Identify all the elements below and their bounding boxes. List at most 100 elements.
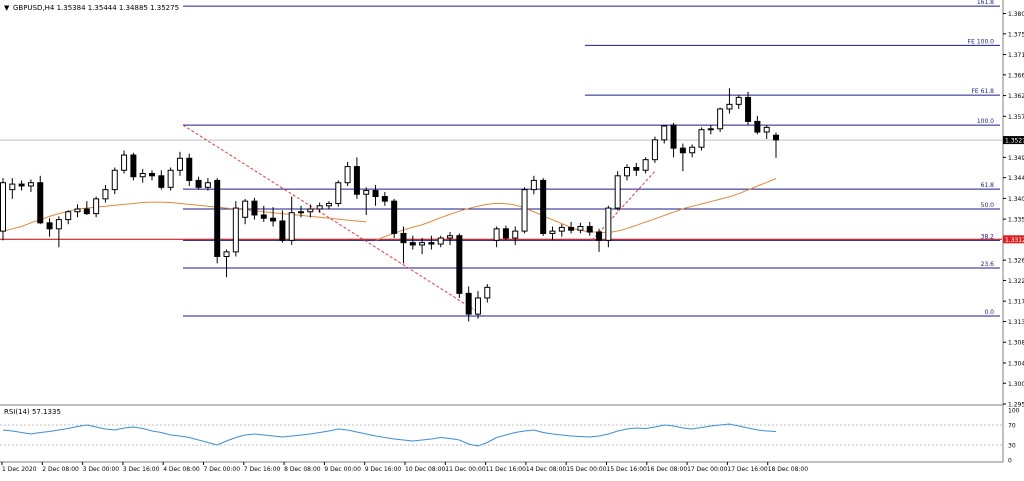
time-tick-label: 3 Dec 00:00 — [83, 466, 120, 473]
price-tick-label: 1.34460 — [1008, 175, 1024, 182]
candle-body — [167, 169, 174, 188]
time-tick-label: 9 Dec 00:00 — [324, 466, 361, 473]
time-axis[interactable]: 1 Dec 2020 2 Dec 08:00 3 Dec 00:00 3 Dec 16… — [1, 462, 808, 473]
candle-body — [689, 146, 696, 154]
rsi-panel: 100 70 30 0 — [0, 408, 1020, 465]
candle-body — [204, 182, 211, 188]
time-tick-label: 10 Dec 08:00 — [405, 466, 446, 473]
current-price-label: 1.35275 — [1005, 138, 1024, 145]
candle-body — [381, 196, 388, 202]
price-tick-label: 1.35790 — [1008, 114, 1024, 121]
candle-body — [18, 183, 25, 187]
candle-body — [111, 169, 118, 191]
candle-body — [633, 167, 640, 171]
candle-body — [223, 251, 230, 257]
fib-level-label: 100.0 — [977, 118, 994, 125]
candle-body — [735, 96, 742, 105]
time-tick-label: 3 Dec 16:00 — [123, 466, 160, 473]
candle-body — [623, 167, 630, 177]
rsi-scale-label: 100 — [1008, 408, 1020, 415]
candle-body — [251, 200, 258, 216]
candle-body — [195, 179, 202, 188]
time-tick-label: 16 Dec 08:00 — [647, 466, 688, 473]
fib-level-label: FE 61.8 — [971, 88, 994, 95]
ma-line-left — [2, 201, 367, 232]
dropdown-icon[interactable]: ▼ — [4, 4, 10, 12]
candle-body — [242, 200, 249, 218]
price-tick-label: 1.34900 — [1008, 155, 1024, 162]
candle-body — [391, 200, 398, 234]
candle-body — [651, 139, 658, 161]
rsi-label: RSI(14) 57.1335 — [4, 408, 61, 416]
fib-level-label: 0.0 — [984, 309, 994, 316]
candle-body — [577, 226, 584, 231]
candle-body — [437, 237, 444, 245]
candle-body — [9, 183, 16, 191]
fib-level-label: 161.8 — [977, 0, 994, 6]
candle-body — [288, 212, 295, 241]
candle-body — [679, 147, 686, 154]
fib-level-label: 61.8 — [981, 182, 995, 189]
price-tick-label: 1.29550 — [1008, 402, 1024, 409]
moving-average-line — [2, 178, 777, 241]
candle-body — [540, 179, 547, 234]
price-tick-label: 1.30000 — [1008, 381, 1024, 388]
candle-body — [456, 235, 463, 294]
candle-body — [83, 208, 90, 215]
candle-body — [419, 242, 426, 246]
candle-body — [642, 159, 649, 171]
fib-trend-line-up — [591, 170, 656, 241]
price-tick-label: 1.37580 — [1008, 31, 1024, 38]
candle-body — [726, 103, 733, 110]
candle-body — [502, 228, 509, 239]
candle-body — [447, 235, 454, 239]
price-tick-label: 1.38020 — [1008, 11, 1024, 18]
red-price-box — [1003, 235, 1024, 244]
candle-body — [773, 134, 779, 141]
candle-body — [698, 129, 705, 148]
candle-body — [102, 189, 109, 200]
candle-body — [372, 190, 379, 198]
candle-body — [46, 222, 53, 230]
time-tick-label: 15 Dec 16:00 — [607, 466, 648, 473]
time-tick-label: 2 Dec 08:00 — [42, 466, 79, 473]
candle-body — [158, 175, 165, 188]
candle-body — [27, 182, 34, 187]
red-price-label: 1.33123 — [1005, 237, 1024, 244]
time-tick-label: 7 Dec 16:00 — [244, 466, 281, 473]
time-tick-label: 11 Dec 00:00 — [445, 466, 486, 473]
price-tick-label: 1.34010 — [1008, 196, 1024, 203]
fib-level-label: FE 100.0 — [968, 38, 995, 45]
time-tick-label: 1 Dec 2020 — [2, 466, 37, 473]
fib-level-label: 38.2 — [981, 233, 995, 240]
candle-body — [568, 226, 575, 231]
candle-body — [549, 230, 556, 234]
price-axis[interactable]: 1.38020 1.37580 1.37130 1.36690 1.36240 1.357… — [1003, 11, 1024, 409]
candle-body — [270, 217, 277, 222]
time-tick-label: 9 Dec 16:00 — [365, 466, 402, 473]
price-tick-label: 1.31780 — [1008, 299, 1024, 306]
candle-body — [530, 179, 537, 191]
rsi-scale-label: 0 — [1008, 458, 1012, 465]
symbol-info: GBPUSD,H4 1.35384 1.35444 1.34885 1.3527… — [13, 4, 179, 12]
candle-body — [186, 157, 193, 181]
candle-body — [149, 172, 156, 177]
candle-body — [484, 286, 491, 299]
fib-level-label: 23.6 — [981, 261, 995, 268]
time-tick-label: 17 Dec 16:00 — [727, 466, 768, 473]
price-tick-label: 1.31340 — [1008, 319, 1024, 326]
current-price-box — [1003, 136, 1024, 145]
candle-body — [139, 172, 146, 178]
candle-body — [596, 231, 603, 241]
candle-body — [260, 214, 267, 219]
time-tick-label: 8 Dec 08:00 — [284, 466, 321, 473]
candle-body — [65, 211, 72, 221]
candle-body — [605, 207, 612, 241]
candle-body — [325, 202, 332, 207]
candle-body — [409, 242, 416, 246]
candle-body — [37, 182, 44, 224]
fibonacci-trendline[interactable] — [182, 124, 656, 317]
time-tick-label: 14 Dec 08:00 — [526, 466, 567, 473]
